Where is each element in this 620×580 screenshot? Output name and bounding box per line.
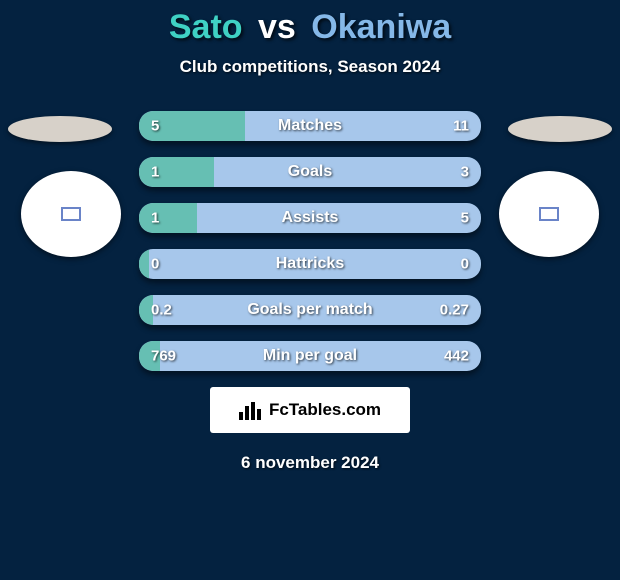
bars-icon bbox=[239, 400, 261, 420]
stat-bar: 15Assists bbox=[139, 203, 481, 233]
stat-label: Min per goal bbox=[139, 341, 481, 371]
stat-bar: 13Goals bbox=[139, 157, 481, 187]
source-logo-text: FcTables.com bbox=[269, 400, 381, 420]
stat-label: Goals bbox=[139, 157, 481, 187]
vs-label: vs bbox=[258, 8, 296, 46]
player2-name: Okaniwa bbox=[311, 8, 451, 46]
source-logo-box: FcTables.com bbox=[210, 387, 410, 433]
content-area: 511Matches 13Goals 15Assists 00Hattricks 0.2… bbox=[0, 111, 620, 473]
stat-bar: 769442Min per goal bbox=[139, 341, 481, 371]
right-flag-circle bbox=[499, 171, 599, 257]
stat-bar: 00Hattricks bbox=[139, 249, 481, 279]
player1-name: Sato bbox=[169, 8, 243, 46]
right-flag-badge bbox=[539, 207, 559, 221]
stat-bar: 511Matches bbox=[139, 111, 481, 141]
right-decor-ellipse bbox=[508, 116, 612, 142]
subtitle: Club competitions, Season 2024 bbox=[0, 57, 620, 77]
stat-label: Goals per match bbox=[139, 295, 481, 325]
comparison-title: Sato vs Okaniwa bbox=[0, 0, 620, 47]
stat-label: Assists bbox=[139, 203, 481, 233]
stat-label: Hattricks bbox=[139, 249, 481, 279]
date-label: 6 november 2024 bbox=[0, 453, 620, 473]
stat-bar: 0.20.27Goals per match bbox=[139, 295, 481, 325]
stat-bars-container: 511Matches 13Goals 15Assists 00Hattricks 0.2… bbox=[139, 111, 481, 371]
left-flag-badge bbox=[61, 207, 81, 221]
stat-label: Matches bbox=[139, 111, 481, 141]
left-decor-ellipse bbox=[8, 116, 112, 142]
left-flag-circle bbox=[21, 171, 121, 257]
